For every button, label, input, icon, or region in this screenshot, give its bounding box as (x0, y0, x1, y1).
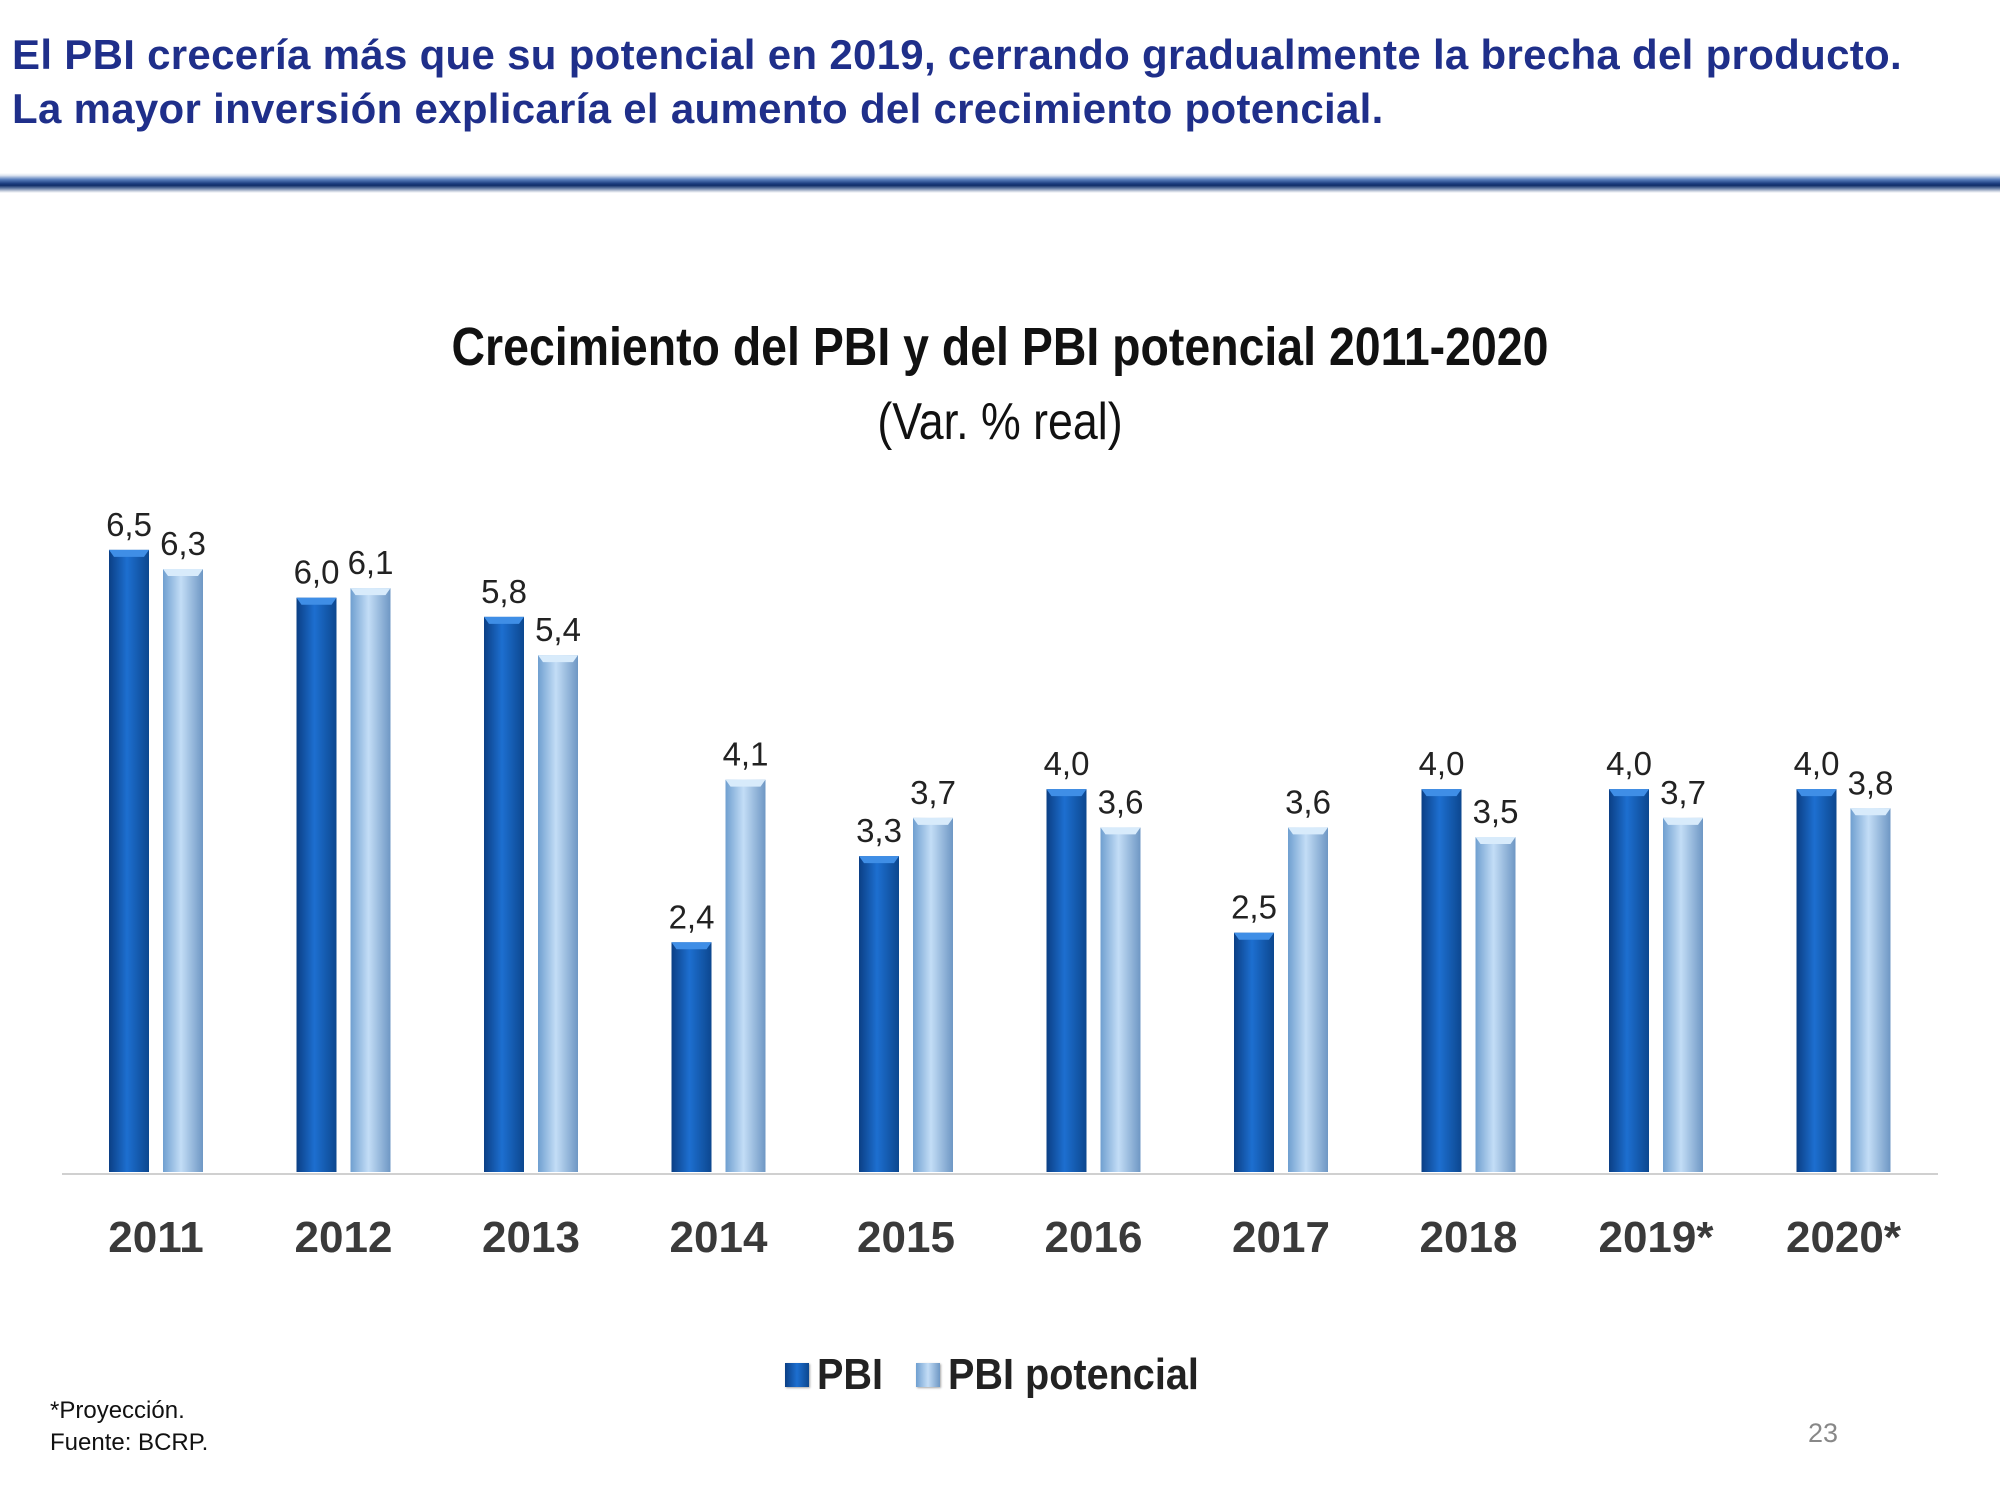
legend-item-pbi-potencial: PBI potencial (916, 1350, 1227, 1400)
bar-pbi-potencial-2016 (1100, 827, 1141, 1172)
data-label-pbi-2013: 5,8 (481, 573, 527, 610)
bar-pbi-potencial-2020 (1850, 808, 1891, 1172)
legend-label-pbi-potencial: PBI potencial (948, 1350, 1200, 1399)
bar-cap-pbi-2019 (1609, 789, 1649, 797)
data-label-pbi-potencial-2018: 3,5 (1473, 793, 1519, 830)
bar-cap-pbi-2020 (1796, 789, 1837, 797)
bar-cap-pbi-potencial-2014 (725, 779, 766, 787)
bar-cap-pbi-potencial-2016 (1100, 827, 1141, 835)
data-label-pbi-2017: 2,5 (1231, 889, 1277, 926)
x-tick-label-2016: 2016 (1045, 1213, 1143, 1262)
bar-pbi-2014 (671, 942, 712, 1172)
data-label-pbi-potencial-2014: 4,1 (723, 736, 769, 773)
bar-cap-pbi-2011 (109, 549, 149, 557)
data-label-pbi-2018: 4,0 (1419, 745, 1465, 782)
bar-cap-pbi-2017 (1234, 932, 1274, 940)
footnote: *Proyección. Fuente: BCRP. (50, 1395, 208, 1459)
bar-cap-pbi-2014 (671, 942, 712, 950)
data-label-pbi-potencial-2011: 6,3 (160, 525, 206, 562)
x-tick-label-2012: 2012 (295, 1213, 393, 1262)
data-label-pbi-2020: 4,0 (1794, 745, 1840, 782)
legend-swatch-pbi-potencial (916, 1363, 941, 1387)
bar-cap-pbi-potencial-2011 (163, 569, 203, 576)
data-label-pbi-2011: 6,5 (106, 506, 152, 543)
bar-pbi-potencial-2014 (725, 779, 766, 1172)
x-tick-label-2018: 2018 (1420, 1213, 1518, 1262)
header-line-1: El PBI crecería más que su potencial en … (12, 31, 1902, 78)
chart-legend: PBI PBI potencial (785, 1345, 1253, 1405)
bar-cap-pbi-potencial-2019 (1663, 817, 1703, 825)
bar-pbi-2018 (1421, 789, 1462, 1172)
data-label-pbi-2012: 6,0 (294, 554, 340, 591)
footnote-source: Fuente: BCRP. (50, 1429, 209, 1456)
bar-pbi-potencial-2019 (1663, 817, 1703, 1172)
bar-pbi-2012 (296, 597, 337, 1172)
bar-cap-pbi-potencial-2015 (913, 817, 953, 825)
x-tick-label-2019: 2019* (1598, 1213, 1714, 1262)
footnote-projection: *Proyección. (50, 1397, 185, 1424)
data-label-pbi-2015: 3,3 (856, 812, 902, 849)
bar-cap-pbi-2013 (484, 616, 524, 624)
bar-pbi-2019 (1609, 789, 1649, 1172)
data-label-pbi-potencial-2019: 3,7 (1660, 774, 1706, 811)
data-label-pbi-potencial-2012: 6,1 (348, 544, 394, 581)
page-number: 23 (1808, 1418, 1839, 1448)
x-tick-label-2013: 2013 (482, 1213, 580, 1262)
bar-cap-pbi-potencial-2012 (350, 588, 391, 596)
data-label-pbi-2019: 4,0 (1606, 745, 1652, 782)
data-label-pbi-2014: 2,4 (669, 898, 715, 935)
chart-subtitle: (Var. % real) (877, 393, 1123, 451)
bar-cap-pbi-potencial-2013 (538, 655, 578, 663)
bar-pbi-2013 (484, 616, 524, 1172)
legend-label-pbi: PBI (817, 1350, 884, 1399)
bar-cap-pbi-2018 (1421, 789, 1462, 797)
bar-cap-pbi-potencial-2017 (1288, 827, 1328, 835)
bar-cap-pbi-potencial-2020 (1850, 808, 1891, 816)
bar-pbi-2015 (859, 856, 899, 1172)
bar-pbi-potencial-2015 (913, 817, 953, 1172)
bar-cap-pbi-2015 (859, 856, 899, 864)
x-tick-label-2017: 2017 (1232, 1213, 1330, 1262)
data-label-pbi-potencial-2017: 3,6 (1285, 783, 1331, 820)
header-line-2: La mayor inversión explicaría el aumento… (12, 85, 1384, 132)
bar-pbi-2017 (1234, 932, 1274, 1172)
data-label-pbi-potencial-2013: 5,4 (535, 611, 581, 648)
legend-item-pbi: PBI (785, 1350, 890, 1400)
bar-pbi-2020 (1796, 789, 1837, 1172)
bar-cap-pbi-2016 (1046, 789, 1087, 797)
slide-header: El PBI crecería más que su potencial en … (12, 28, 1987, 136)
x-tick-label-2015: 2015 (857, 1213, 955, 1262)
legend-swatch-pbi (785, 1363, 809, 1387)
bar-pbi-2016 (1046, 789, 1087, 1172)
bar-pbi-potencial-2013 (538, 655, 578, 1172)
bar-pbi-2011 (109, 549, 149, 1172)
data-label-pbi-potencial-2020: 3,8 (1848, 764, 1894, 801)
header-divider (0, 173, 2000, 193)
data-label-pbi-2016: 4,0 (1044, 745, 1090, 782)
x-tick-label-2011: 2011 (108, 1213, 203, 1262)
x-tick-label-2020: 2020* (1786, 1213, 1902, 1262)
data-label-pbi-potencial-2015: 3,7 (910, 774, 956, 811)
bar-pbi-potencial-2012 (350, 588, 391, 1172)
bar-cap-pbi-potencial-2018 (1475, 837, 1516, 844)
chart-title: Crecimiento del PBI y del PBI potencial … (451, 317, 1549, 377)
bar-pbi-potencial-2017 (1288, 827, 1328, 1172)
data-label-pbi-potencial-2016: 3,6 (1098, 783, 1144, 820)
bar-pbi-potencial-2018 (1475, 837, 1516, 1172)
x-tick-label-2014: 2014 (670, 1213, 768, 1262)
bar-cap-pbi-2012 (296, 597, 337, 605)
bar-pbi-potencial-2011 (163, 569, 203, 1172)
